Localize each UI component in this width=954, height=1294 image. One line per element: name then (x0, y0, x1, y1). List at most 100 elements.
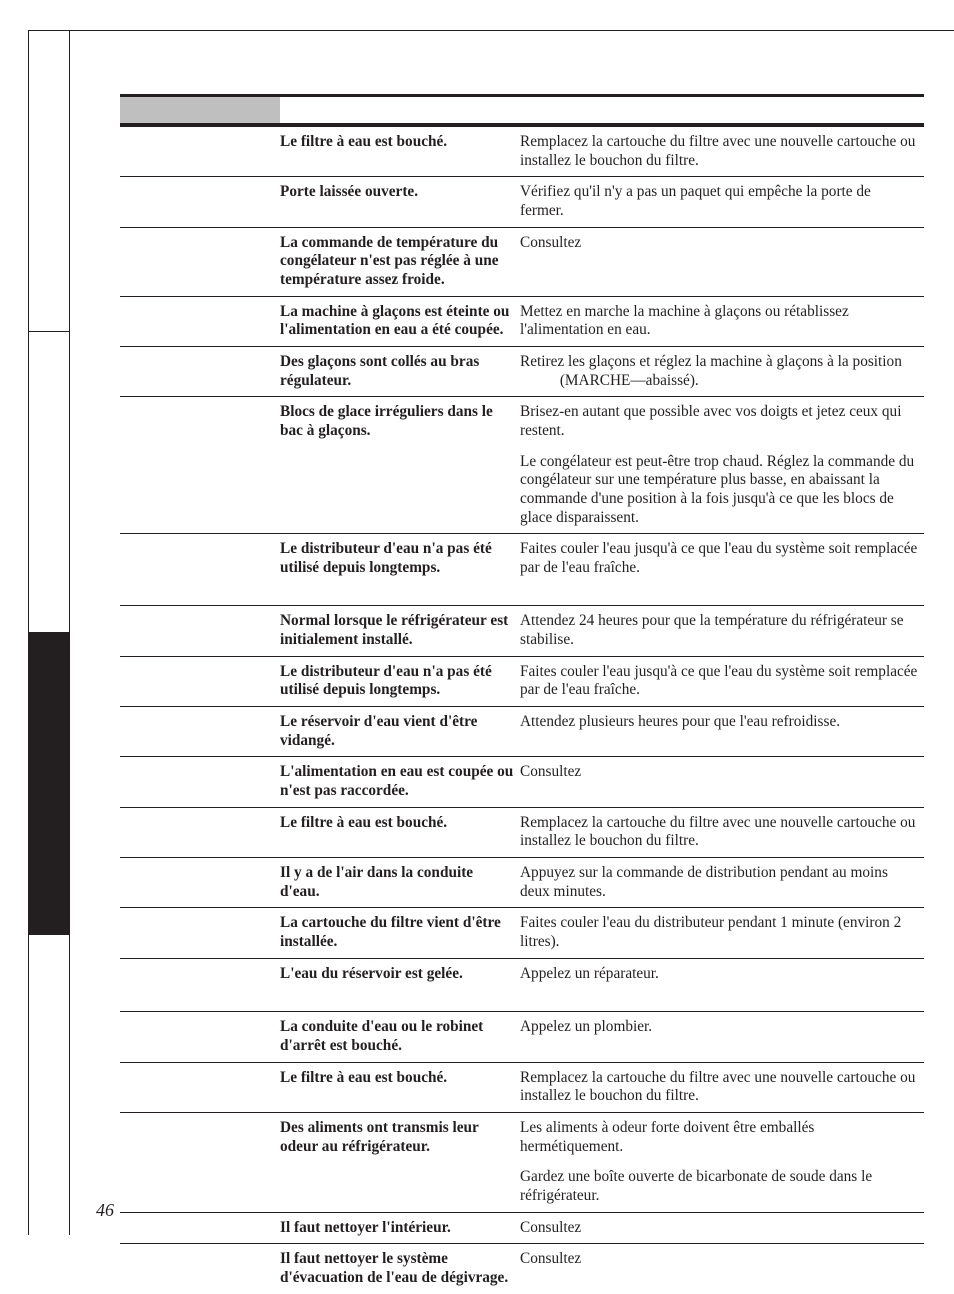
problem-cell (120, 346, 280, 396)
table-header-band (120, 97, 924, 123)
problem-cell (120, 1062, 280, 1112)
table-row: Gardez une boîte ouverte de bicarbonate … (120, 1162, 924, 1212)
problem-cell (120, 1244, 280, 1294)
cause-cell (280, 1162, 520, 1212)
page-number: 46 (96, 1200, 114, 1221)
fix-cell: Consultez (520, 757, 924, 807)
cause-cell: L'alimentation en eau est coupée ou n'es… (280, 757, 520, 807)
table-row: Blocs de glace irréguliers dans le bac à… (120, 397, 924, 447)
cause-cell (280, 447, 520, 534)
problem-cell (120, 177, 280, 227)
cause-cell: Blocs de glace irréguliers dans le bac à… (280, 397, 520, 447)
fix-cell: Faites couler l'eau du distributeur pend… (520, 908, 924, 958)
fix-cell: Appelez un réparateur. (520, 958, 924, 1012)
table-row: La cartouche du filtre vient d'être inst… (120, 908, 924, 958)
problem-cell (120, 227, 280, 296)
fix-cell: Consultez (520, 1244, 924, 1294)
fix-cell: Appuyez sur la commande de distribution … (520, 858, 924, 908)
fix-cell: Remplacez la cartouche du filtre avec un… (520, 807, 924, 857)
table-row: Le distributeur d'eau n'a pas été utilis… (120, 534, 924, 606)
problem-cell (120, 908, 280, 958)
fix-cell: Faites couler l'eau jusqu'à ce que l'eau… (520, 656, 924, 706)
header-gray-block (120, 97, 280, 123)
problem-cell (120, 447, 280, 534)
problem-cell (120, 1012, 280, 1062)
table-row: Le filtre à eau est bouché.Remplacez la … (120, 1062, 924, 1112)
problem-cell (120, 296, 280, 346)
problem-cell (120, 1212, 280, 1244)
cause-cell: Des aliments ont transmis leur odeur au … (280, 1112, 520, 1162)
table-row: Normal lorsque le réfrigérateur est init… (120, 606, 924, 656)
problem-cell (120, 534, 280, 606)
table-row: Des aliments ont transmis leur odeur au … (120, 1112, 924, 1162)
fix-cell: Consultez (520, 227, 924, 296)
table-row: Le réservoir d'eau vient d'être vidangé.… (120, 707, 924, 757)
fix-cell: Gardez une boîte ouverte de bicarbonate … (520, 1162, 924, 1212)
fix-cell: Mettez en marche la machine à glaçons ou… (520, 296, 924, 346)
problem-cell (120, 958, 280, 1012)
problem-cell (120, 1112, 280, 1162)
fix-cell: Brisez-en autant que possible avec vos d… (520, 397, 924, 447)
cause-cell: Le filtre à eau est bouché. (280, 807, 520, 857)
fix-cell: Retirez les glaçons et réglez la machine… (520, 346, 924, 396)
cause-cell: La machine à glaçons est éteinte ou l'al… (280, 296, 520, 346)
side-tab[interactable] (28, 332, 70, 634)
problem-cell (120, 606, 280, 656)
cause-cell: Il faut nettoyer l'intérieur. (280, 1212, 520, 1244)
table-row: Porte laissée ouverte.Vérifiez qu'il n'y… (120, 177, 924, 227)
table-row: Il faut nettoyer le système d'évacuation… (120, 1244, 924, 1294)
fix-cell: Attendez plusieurs heures pour que l'eau… (520, 707, 924, 757)
troubleshooting-table: Le filtre à eau est bouché.Remplacez la … (120, 126, 924, 1294)
table-row: Le congélateur est peut-être trop chaud.… (120, 447, 924, 534)
cause-cell: Le distributeur d'eau n'a pas été utilis… (280, 534, 520, 606)
problem-cell (120, 858, 280, 908)
cause-cell: Le filtre à eau est bouché. (280, 127, 520, 177)
fix-cell: Le congélateur est peut-être trop chaud.… (520, 447, 924, 534)
content-area: Le filtre à eau est bouché.Remplacez la … (120, 94, 924, 1294)
fix-cell: Remplacez la cartouche du filtre avec un… (520, 1062, 924, 1112)
fix-cell: Vérifiez qu'il n'y a pas un paquet qui e… (520, 177, 924, 227)
cause-cell: Le filtre à eau est bouché. (280, 1062, 520, 1112)
cause-cell: Porte laissée ouverte. (280, 177, 520, 227)
side-tab[interactable] (28, 935, 70, 1236)
table-row: Le filtre à eau est bouché.Remplacez la … (120, 807, 924, 857)
problem-cell (120, 707, 280, 757)
fix-cell: Les aliments à odeur forte doivent être … (520, 1112, 924, 1162)
cause-cell: Il faut nettoyer le système d'évacuation… (280, 1244, 520, 1294)
page-border-top (28, 30, 954, 31)
cause-cell: Le réservoir d'eau vient d'être vidangé. (280, 707, 520, 757)
problem-cell (120, 127, 280, 177)
cause-cell: Des glaçons sont collés au bras régulate… (280, 346, 520, 396)
table-row: Il y a de l'air dans la conduite d'eau.A… (120, 858, 924, 908)
table-row: Il faut nettoyer l'intérieur.Consultez (120, 1212, 924, 1244)
side-tab[interactable] (28, 633, 70, 935)
problem-cell (120, 807, 280, 857)
table-row: Le filtre à eau est bouché.Remplacez la … (120, 127, 924, 177)
cause-cell: La cartouche du filtre vient d'être inst… (280, 908, 520, 958)
fix-cell: Faites couler l'eau jusqu'à ce que l'eau… (520, 534, 924, 606)
cause-cell: La commande de température du congélateu… (280, 227, 520, 296)
table-row: Des glaçons sont collés au bras régulate… (120, 346, 924, 396)
problem-cell (120, 397, 280, 447)
problem-cell (120, 1162, 280, 1212)
page: Le filtre à eau est bouché.Remplacez la … (0, 0, 954, 1235)
side-tab-strip (28, 30, 70, 1235)
table-row: La conduite d'eau ou le robinet d'arrêt … (120, 1012, 924, 1062)
table-row: La commande de température du congélateu… (120, 227, 924, 296)
table-row: L'alimentation en eau est coupée ou n'es… (120, 757, 924, 807)
cause-cell: Il y a de l'air dans la conduite d'eau. (280, 858, 520, 908)
cause-cell: L'eau du réservoir est gelée. (280, 958, 520, 1012)
table-row: La machine à glaçons est éteinte ou l'al… (120, 296, 924, 346)
side-tab[interactable] (28, 30, 70, 332)
table-row: L'eau du réservoir est gelée.Appelez un … (120, 958, 924, 1012)
problem-cell (120, 656, 280, 706)
cause-cell: Le distributeur d'eau n'a pas été utilis… (280, 656, 520, 706)
fix-cell: Remplacez la cartouche du filtre avec un… (520, 127, 924, 177)
cause-cell: Normal lorsque le réfrigérateur est init… (280, 606, 520, 656)
fix-cell: Consultez (520, 1212, 924, 1244)
fix-cell: Appelez un plombier. (520, 1012, 924, 1062)
fix-cell: Attendez 24 heures pour que la températu… (520, 606, 924, 656)
table-row: Le distributeur d'eau n'a pas été utilis… (120, 656, 924, 706)
problem-cell (120, 757, 280, 807)
cause-cell: La conduite d'eau ou le robinet d'arrêt … (280, 1012, 520, 1062)
